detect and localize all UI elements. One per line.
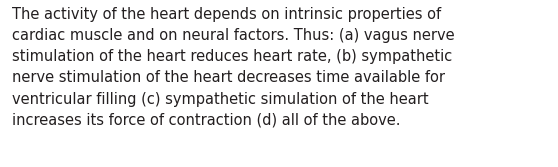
Text: The activity of the heart depends on intrinsic properties of
cardiac muscle and : The activity of the heart depends on int… (12, 7, 455, 128)
